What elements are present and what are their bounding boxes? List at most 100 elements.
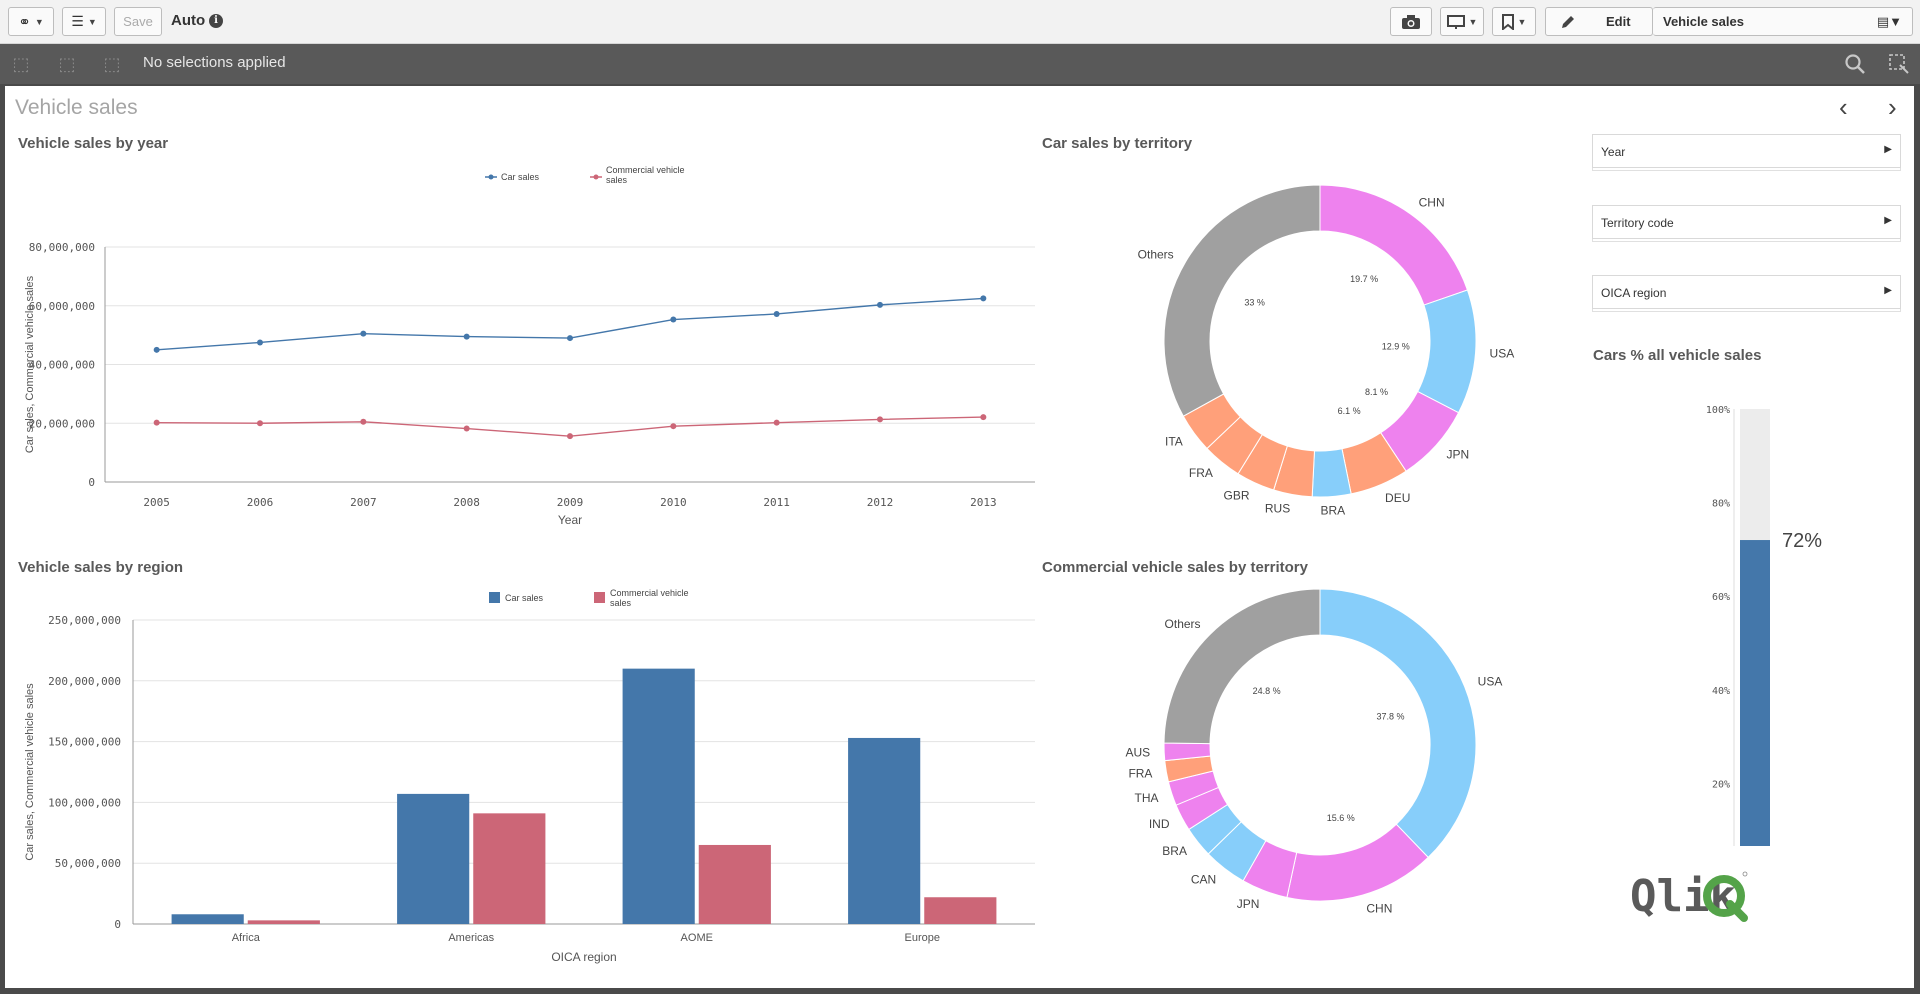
data-point: [980, 414, 987, 421]
data-point: [567, 433, 573, 440]
bar: [848, 737, 921, 924]
bookmark-button[interactable]: ▼: [1492, 7, 1536, 36]
data-point: [773, 419, 780, 426]
bar: [247, 920, 320, 924]
bar-chart[interactable]: 0 50,000,000 100,000,000 150,000,000 200,000…: [5, 586, 1035, 986]
gauge-tick-label: 80%: [1712, 499, 1730, 510]
y-tick-label: 60,000,000: [29, 300, 95, 313]
next-sheet-icon[interactable]: ›: [1888, 92, 1897, 122]
compass-icon: ⚭: [18, 13, 31, 31]
data-point: [257, 420, 263, 427]
data-point: [877, 301, 883, 308]
x-tick-label: 2005: [143, 496, 170, 509]
search-icon[interactable]: [1844, 53, 1866, 75]
navigation-menu-button[interactable]: ⚭ ▼: [8, 7, 54, 36]
line-chart[interactable]: 0 20,000,000 40,000,000 60,000,000 80,000,00…: [5, 166, 1035, 546]
car-territory-title: Car sales by territory: [1042, 135, 1193, 152]
donut-slice: [1319, 588, 1477, 859]
slice-label: USA: [1490, 346, 1515, 360]
slice-label: CHN: [1419, 196, 1445, 210]
filter-territory-code[interactable]: Territory code ▶: [1592, 205, 1901, 239]
filter-oica-region[interactable]: OICA region ▶: [1592, 275, 1901, 309]
x-tick-label: 2007: [350, 496, 377, 509]
step-forward-icon[interactable]: ⬚: [58, 54, 76, 74]
legend-marker: [593, 174, 599, 180]
camera-icon: [1402, 14, 1420, 29]
legend-label: Car sales: [501, 172, 540, 182]
legend-swatch: [594, 592, 605, 603]
slice-label: AUS: [1125, 745, 1150, 759]
car-territory-donut[interactable]: CHN 19.7 % USA 12.9 % JPN 8.1 % DEU 6.1 % BRA RUS…: [1035, 166, 1585, 546]
mode-label: Auto: [171, 12, 206, 29]
legend-label: Commercial vehicle: [610, 588, 689, 598]
y-tick-label: 150,000,000: [48, 736, 121, 749]
slice-label: Others: [1165, 617, 1201, 631]
data-point: [670, 316, 677, 323]
cv-territory-donut[interactable]: USA 37.8 % CHN 15.6 % JPN CAN BRA IND THA FRA AUS O…: [1035, 586, 1585, 986]
y-tick-label: 0: [88, 476, 95, 489]
data-point: [153, 419, 160, 426]
filter-label: Territory code: [1601, 216, 1674, 230]
current-sheet-name: Vehicle sales: [1663, 14, 1744, 29]
info-icon[interactable]: i: [209, 14, 223, 28]
slice-percent: 6.1 %: [1338, 406, 1361, 416]
y-tick-label: 20,000,000: [29, 417, 95, 430]
donut-slice: [1286, 823, 1429, 902]
data-point: [360, 330, 367, 337]
slice-label: ITA: [1165, 434, 1183, 448]
x-axis-title: Year: [558, 513, 582, 527]
bar: [473, 813, 546, 924]
x-axis-title: OICA region: [551, 950, 616, 964]
bar: [924, 897, 997, 924]
y-tick-label: 0: [114, 918, 121, 931]
data-point: [257, 339, 263, 346]
x-tick-label: 2009: [557, 496, 584, 509]
slice-label: IND: [1149, 817, 1170, 831]
clear-selections-icon[interactable]: ⬚: [103, 54, 121, 74]
cars-percent-gauge[interactable]: 0%20%40%60%80%100%72%: [1585, 366, 1905, 846]
app-toolbar: ⚭ ▼ ☰ ▼ Save Auto i ▼ ▼ Edit Vehicle sales…: [0, 0, 1920, 44]
x-tick-label: 2006: [247, 496, 274, 509]
previous-sheet-icon[interactable]: ‹: [1839, 92, 1848, 122]
slice-percent: 12.9 %: [1382, 341, 1410, 351]
global-menu-button[interactable]: ☰ ▼: [62, 7, 106, 36]
legend-marker: [488, 174, 494, 180]
gauge-fill: [1740, 540, 1770, 846]
sheet-canvas: Vehicle sales ‹ › Vehicle sales by year …: [5, 86, 1914, 988]
filter-underline: [1592, 168, 1901, 171]
slice-label: THA: [1134, 791, 1158, 805]
legend-label-cont: sales: [610, 598, 632, 608]
slice-percent: 33 %: [1244, 297, 1265, 307]
save-button[interactable]: Save: [114, 7, 162, 36]
data-point: [153, 346, 160, 353]
bar: [171, 914, 244, 924]
data-point: [877, 416, 883, 423]
x-tick-label: 2008: [453, 496, 480, 509]
x-tick-label: 2011: [763, 496, 790, 509]
edit-button[interactable]: Edit: [1545, 7, 1653, 36]
gauge-tick-label: 40%: [1712, 686, 1730, 697]
x-tick-label: Europe: [905, 932, 940, 944]
slice-label: RUS: [1265, 501, 1290, 515]
y-tick-label: 200,000,000: [48, 675, 121, 688]
x-tick-label: Americas: [448, 932, 494, 944]
legend-swatch: [489, 592, 500, 603]
gauge-tick-label: 60%: [1712, 592, 1730, 603]
snapshot-button[interactable]: [1390, 7, 1432, 36]
data-point: [567, 335, 573, 342]
presentation-button[interactable]: ▼: [1440, 7, 1484, 36]
edit-label: Edit: [1606, 14, 1631, 29]
slice-label: USA: [1478, 674, 1503, 688]
slice-label: BRA: [1162, 844, 1187, 858]
sheet-selector[interactable]: Vehicle sales ▤▼: [1653, 7, 1913, 36]
slice-label: CAN: [1191, 873, 1216, 887]
selection-tool-icon[interactable]: [1888, 53, 1910, 75]
donut-slice: [1417, 289, 1477, 414]
x-tick-label: Africa: [232, 932, 261, 944]
x-tick-label: 2013: [970, 496, 997, 509]
gauge-title: Cars % all vehicle sales: [1593, 347, 1762, 364]
filter-year[interactable]: Year ▶: [1592, 134, 1901, 168]
step-back-icon[interactable]: ⬚: [12, 54, 30, 74]
slice-percent: 24.8 %: [1253, 686, 1281, 696]
slice-label: CHN: [1366, 902, 1392, 916]
